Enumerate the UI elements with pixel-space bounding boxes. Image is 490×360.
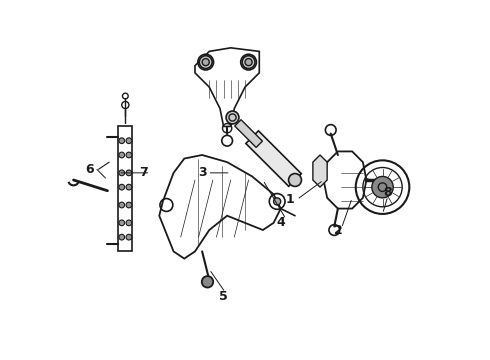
Polygon shape: [159, 155, 281, 258]
Circle shape: [119, 234, 124, 240]
Text: 7: 7: [139, 166, 147, 179]
Text: 5: 5: [219, 289, 228, 303]
Circle shape: [245, 59, 252, 66]
Polygon shape: [235, 120, 263, 148]
Polygon shape: [323, 152, 367, 208]
Circle shape: [202, 59, 209, 66]
Circle shape: [119, 220, 124, 226]
Circle shape: [126, 152, 132, 158]
Circle shape: [119, 138, 124, 144]
Circle shape: [126, 202, 132, 208]
FancyBboxPatch shape: [118, 126, 132, 251]
Text: 8: 8: [384, 186, 392, 199]
Circle shape: [202, 276, 213, 288]
Circle shape: [289, 174, 301, 186]
Circle shape: [119, 184, 124, 190]
Circle shape: [126, 220, 132, 226]
Text: 1: 1: [285, 193, 294, 206]
Polygon shape: [195, 48, 259, 126]
Polygon shape: [246, 131, 301, 186]
Circle shape: [226, 111, 239, 124]
Circle shape: [126, 184, 132, 190]
Circle shape: [273, 198, 281, 205]
Text: 2: 2: [334, 224, 342, 237]
Text: 6: 6: [85, 163, 94, 176]
Circle shape: [119, 152, 124, 158]
Circle shape: [119, 202, 124, 208]
Circle shape: [199, 56, 212, 68]
Polygon shape: [313, 155, 327, 187]
Circle shape: [126, 234, 132, 240]
Circle shape: [372, 176, 393, 198]
Text: 3: 3: [198, 166, 206, 179]
Text: 4: 4: [276, 216, 285, 229]
Circle shape: [242, 56, 255, 68]
Circle shape: [126, 170, 132, 176]
Circle shape: [119, 170, 124, 176]
Circle shape: [126, 138, 132, 144]
